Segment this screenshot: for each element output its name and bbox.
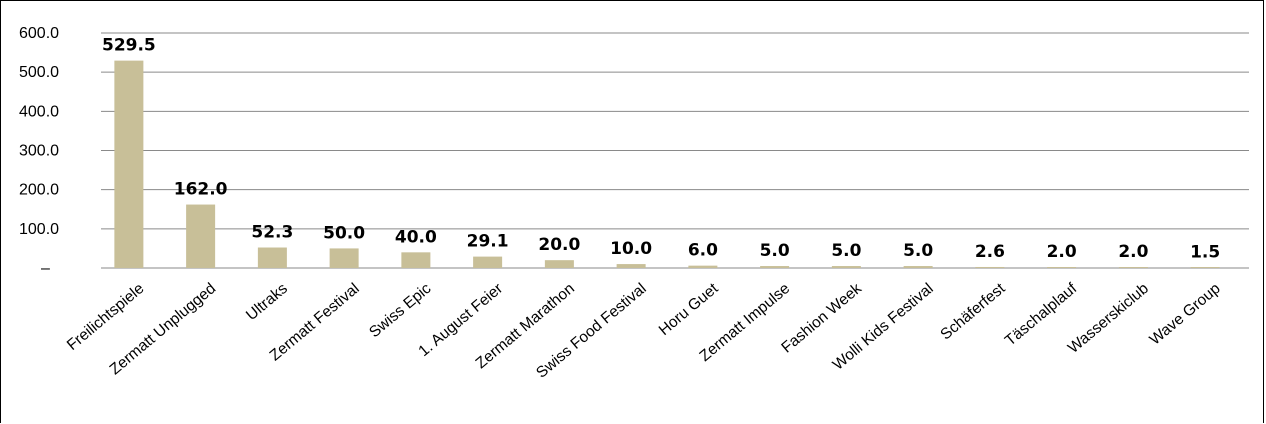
data-label: 5.0 bbox=[760, 241, 790, 261]
data-label: 10.0 bbox=[610, 239, 652, 259]
bar bbox=[616, 264, 646, 268]
y-tick-label: 400.0 bbox=[19, 103, 59, 120]
bar bbox=[903, 266, 933, 268]
bar bbox=[831, 266, 861, 268]
data-labels: 529.5 162.0 52.3 50.0 40.0 29.1 20.0 10.0 6.0 5.0… bbox=[102, 36, 1220, 263]
data-label: 20.0 bbox=[538, 235, 580, 255]
data-label: 2.0 bbox=[1118, 242, 1148, 262]
x-category-label: Swiss Epic bbox=[366, 280, 435, 341]
data-label: 5.0 bbox=[831, 241, 861, 261]
bar bbox=[1118, 267, 1148, 268]
data-label: 52.3 bbox=[251, 223, 293, 243]
bar bbox=[114, 60, 144, 268]
data-label: 50.0 bbox=[323, 223, 365, 243]
y-tick-label: 600.0 bbox=[19, 25, 59, 42]
x-category-label: Wave Group bbox=[1147, 280, 1224, 349]
bar bbox=[688, 265, 718, 268]
data-label: 2.0 bbox=[1047, 242, 1077, 262]
x-category-label: Ultraks bbox=[243, 280, 291, 324]
data-label: 162.0 bbox=[174, 180, 228, 200]
data-label: 29.1 bbox=[467, 232, 509, 252]
y-tick-label: 500.0 bbox=[19, 64, 59, 81]
x-category-label: Schäferfest bbox=[937, 280, 1009, 344]
bar bbox=[257, 247, 287, 268]
bar bbox=[1047, 267, 1077, 268]
x-category-label: Täschalplauf bbox=[1002, 280, 1081, 350]
bar bbox=[975, 266, 1005, 268]
data-label: 529.5 bbox=[102, 36, 156, 56]
data-label: 40.0 bbox=[395, 227, 437, 247]
bar bbox=[1190, 267, 1220, 268]
bar bbox=[329, 248, 359, 268]
data-label: 5.0 bbox=[903, 241, 933, 261]
x-category-label: Horu Guet bbox=[656, 280, 722, 339]
data-label: 1.5 bbox=[1190, 242, 1220, 262]
bar bbox=[760, 266, 790, 268]
data-label: 2.6 bbox=[975, 242, 1005, 262]
y-tick-label: 300.0 bbox=[19, 143, 59, 160]
bar bbox=[401, 252, 431, 268]
bar bbox=[544, 260, 574, 268]
y-tick-label: 200.0 bbox=[19, 182, 59, 199]
bars bbox=[114, 60, 1220, 268]
bar bbox=[186, 204, 216, 268]
y-tick-label: – bbox=[41, 260, 50, 277]
data-label: 6.0 bbox=[688, 241, 718, 261]
gridlines bbox=[101, 32, 1249, 269]
y-tick-label: 100.0 bbox=[19, 221, 59, 238]
bar bbox=[473, 256, 503, 268]
y-axis-tick-labels: – 100.0 200.0 300.0 400.0 500.0 600.0 bbox=[19, 25, 59, 277]
